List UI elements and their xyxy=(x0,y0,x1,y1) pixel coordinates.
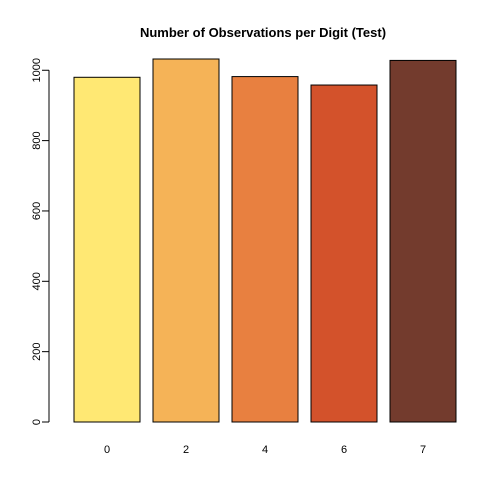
bar-0 xyxy=(73,76,141,423)
bar-4 xyxy=(231,76,299,423)
x-tick-label: 4 xyxy=(262,444,268,456)
y-tick-label: 0 xyxy=(31,419,43,425)
y-axis: 0 200 400 600 800 1000 xyxy=(31,58,50,425)
y-tick-label: 800 xyxy=(31,131,43,149)
y-tick-label: 400 xyxy=(31,272,43,290)
x-tick-label: 0 xyxy=(104,444,110,456)
x-tick-label: 2 xyxy=(183,444,189,456)
chart-title: Number of Observations per Digit (Test) xyxy=(140,25,386,40)
bar-7 xyxy=(389,59,457,423)
x-tick-label: 7 xyxy=(420,444,426,456)
y-tick-label: 200 xyxy=(31,342,43,360)
x-axis-labels: 0 2 4 6 7 xyxy=(104,444,426,456)
bar-2 xyxy=(152,58,220,423)
y-tick-label: 1000 xyxy=(31,58,43,82)
bar-6 xyxy=(310,84,378,423)
bars-group xyxy=(73,58,457,423)
y-tick-label: 600 xyxy=(31,202,43,220)
x-tick-label: 6 xyxy=(341,444,347,456)
